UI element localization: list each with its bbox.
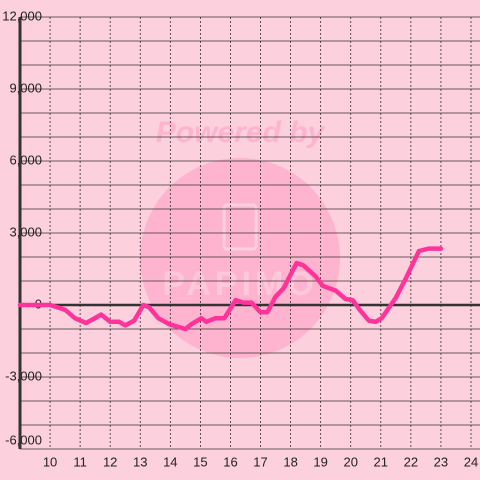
x-tick-label: 11 <box>73 454 87 469</box>
x-tick-label: 17 <box>253 454 267 469</box>
x-tick-label: 19 <box>313 454 327 469</box>
x-tick-label: 12 <box>103 454 117 469</box>
x-tick-label: 22 <box>404 454 418 469</box>
x-tick-label: 13 <box>133 454 147 469</box>
y-tick-label: 12,000 <box>2 8 42 23</box>
x-tick-label: 14 <box>163 454 177 469</box>
x-tick-label: 24 <box>464 454 478 469</box>
x-tick-label: 10 <box>43 454 57 469</box>
x-tick-label: 18 <box>283 454 297 469</box>
data-line <box>17 246 444 332</box>
x-tick-label: 15 <box>193 454 207 469</box>
y-tick-label: 3,000 <box>9 224 42 239</box>
watermark-text: Powered by <box>156 116 326 149</box>
watermark-brand: PAPIMO <box>162 265 318 303</box>
y-tick-label: 9,000 <box>9 80 42 95</box>
x-tick-label: 23 <box>434 454 448 469</box>
x-tick-label: 21 <box>374 454 388 469</box>
x-tick-label: 20 <box>343 454 357 469</box>
watermark-logo <box>222 203 258 251</box>
x-tick-label: 16 <box>223 454 237 469</box>
y-tick-label: -3,000 <box>5 368 42 383</box>
y-tick-label: 6,000 <box>9 152 42 167</box>
watermark-group: Powered by PAPIMO <box>140 116 340 358</box>
watermark-circle <box>140 158 340 358</box>
y-tick-label: -6,000 <box>5 432 42 447</box>
